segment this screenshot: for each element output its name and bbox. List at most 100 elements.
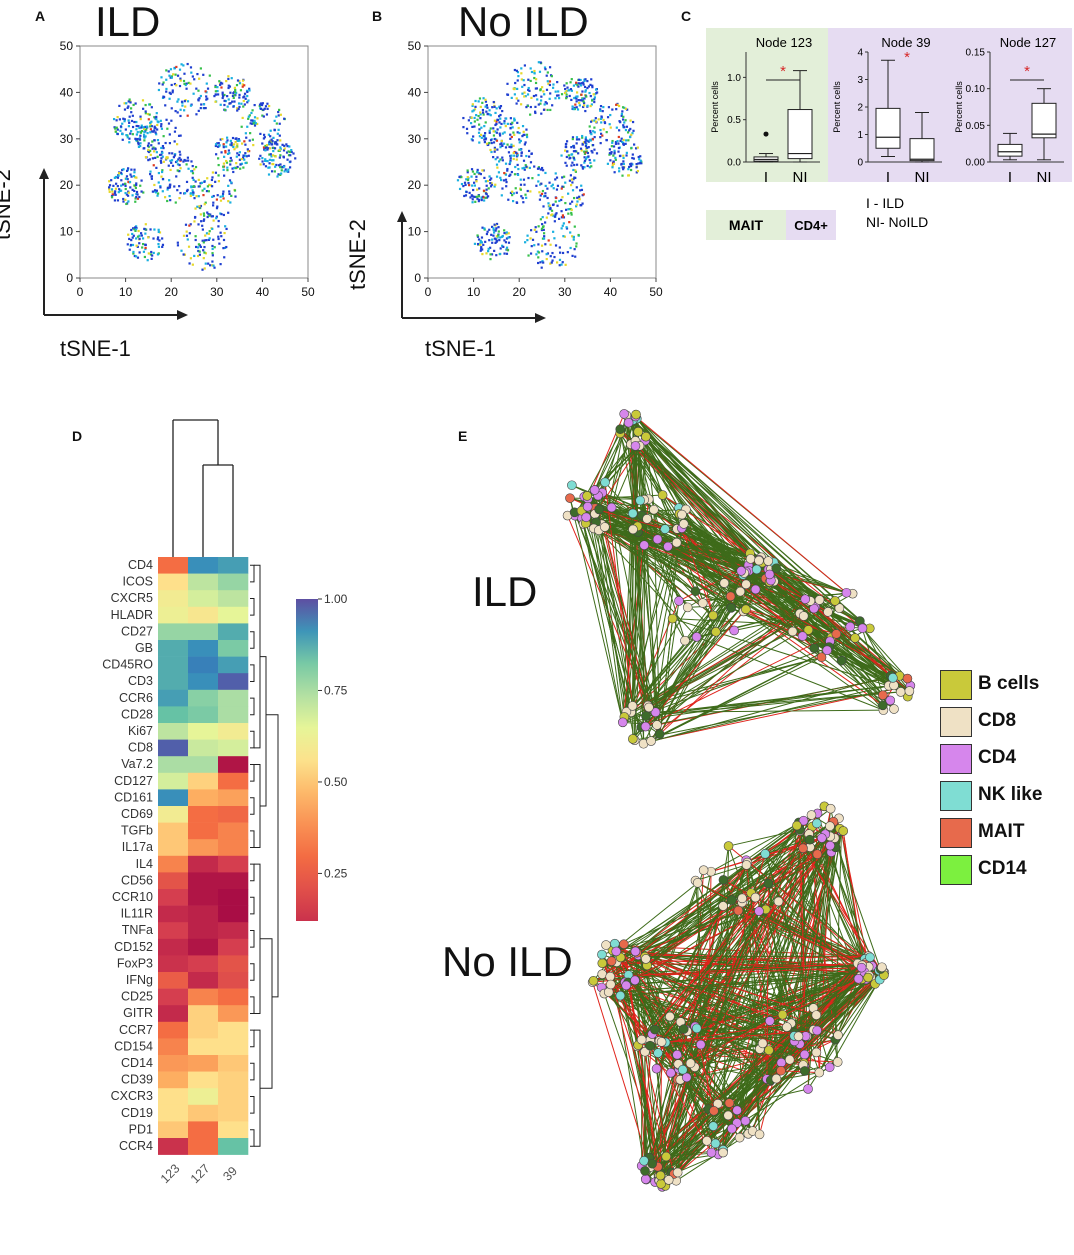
tsne-point	[215, 153, 218, 156]
tsne-point	[489, 185, 493, 188]
tsne-point	[250, 111, 253, 115]
tsne-point	[198, 253, 201, 256]
tsne-point	[566, 251, 569, 254]
tsne-point	[114, 175, 118, 179]
tsne-point	[589, 161, 592, 164]
tsne-point	[134, 255, 138, 258]
tsne-point	[493, 231, 496, 234]
tsne-point	[267, 173, 271, 176]
network-node	[814, 1067, 825, 1078]
tsne-point	[528, 89, 531, 92]
boxplot-category-label: NI	[793, 169, 808, 186]
tsne-point	[139, 131, 143, 134]
tsne-point	[628, 135, 632, 139]
tsne-point	[485, 232, 489, 236]
network-node	[718, 875, 729, 885]
tsne-point	[525, 105, 528, 109]
network-edge-green	[620, 971, 865, 997]
tsne-point	[248, 89, 251, 92]
tsne-point	[238, 96, 241, 99]
tsne-point	[495, 239, 499, 242]
network-edge-green	[644, 955, 869, 958]
tsne-point	[541, 216, 544, 219]
tsne-point	[565, 95, 568, 99]
tsne-point	[488, 113, 491, 116]
tsne-point	[268, 166, 271, 169]
tsne-point	[476, 234, 479, 237]
tsne-point	[510, 96, 513, 100]
tsne-point	[599, 132, 603, 135]
boxplot-category-label: I	[764, 169, 768, 186]
tsne-point	[519, 148, 522, 151]
tsne-point	[636, 146, 639, 149]
tsne-point	[279, 163, 282, 166]
network-node	[645, 1040, 655, 1051]
tsne-point	[571, 235, 574, 238]
tsne-point	[148, 103, 152, 106]
tsne-point	[234, 195, 237, 198]
network-node	[619, 409, 629, 419]
tsne-point	[591, 138, 594, 141]
tsne-point	[262, 108, 265, 111]
tsne-point	[579, 147, 583, 150]
tsne-point	[548, 83, 552, 87]
tsne-point	[518, 131, 521, 135]
tsne-point	[544, 101, 547, 104]
tsne-point	[161, 83, 164, 86]
tsne-point	[515, 158, 518, 161]
tsne-point	[482, 97, 485, 100]
tsne-point	[510, 122, 513, 126]
tsne-point	[508, 145, 511, 148]
tsne-point	[570, 153, 573, 156]
tsne-point	[538, 191, 541, 194]
heatmap-row-label: CD154	[114, 1039, 153, 1053]
tsne-point	[584, 109, 587, 113]
tsne-point	[526, 104, 529, 108]
network-node	[735, 586, 746, 597]
tsne-point	[544, 243, 547, 246]
tsne-point	[551, 251, 554, 255]
tsne-point	[286, 145, 289, 148]
tsne-point	[187, 159, 190, 162]
tsne-point	[275, 143, 278, 146]
tsne-point	[501, 244, 504, 247]
tsne-point	[150, 250, 153, 254]
tsne-point	[117, 174, 120, 177]
legend-swatch	[940, 670, 972, 700]
tsne-point	[259, 102, 263, 105]
tsne-point	[608, 152, 612, 155]
tsne-point	[184, 83, 187, 87]
heatmap-cell	[158, 1005, 189, 1023]
tsne-point	[268, 140, 271, 143]
tsne-point	[141, 99, 145, 102]
tsne-point	[569, 174, 572, 177]
tsne-point	[489, 253, 492, 256]
tsne-point	[548, 97, 551, 100]
network-node	[665, 1011, 675, 1022]
tsne-point	[145, 125, 149, 128]
tsne-point	[628, 129, 631, 132]
network-edge-green	[750, 822, 800, 894]
tsne-point	[522, 178, 526, 181]
heatmap-cell	[158, 689, 189, 707]
tsne-point	[609, 126, 612, 129]
tsne-point	[224, 151, 227, 154]
tsne-point	[514, 151, 518, 154]
heatmap-row-label: Va7.2	[121, 757, 153, 771]
tsne-point	[479, 105, 482, 108]
tsne-point	[234, 166, 238, 170]
tsne-point	[203, 251, 206, 254]
tsne-point	[572, 108, 575, 111]
tsne-point	[203, 187, 206, 190]
plot-frame	[427, 45, 657, 279]
tsne-point	[121, 122, 124, 125]
heatmap-cell	[158, 988, 189, 1006]
tsne-point	[161, 155, 164, 158]
heatmap-cell	[158, 1104, 189, 1122]
tsne-point	[521, 85, 524, 88]
tsne-point	[550, 209, 554, 212]
tsne-point	[229, 201, 232, 204]
tsne-point	[273, 129, 276, 132]
network-node	[863, 972, 873, 983]
tsne-point	[224, 99, 227, 103]
